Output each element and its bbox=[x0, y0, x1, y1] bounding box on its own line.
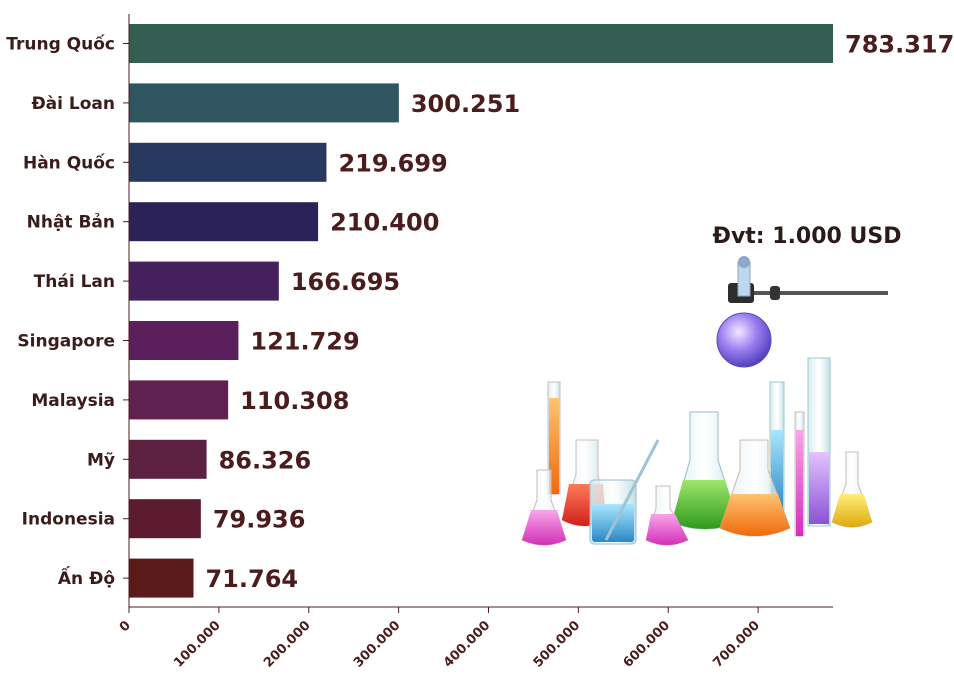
value-label: 71.764 bbox=[205, 565, 298, 593]
bar bbox=[129, 439, 207, 479]
bar bbox=[129, 499, 201, 539]
value-label: 86.326 bbox=[219, 446, 312, 474]
bar bbox=[129, 558, 194, 598]
bar bbox=[129, 261, 279, 301]
category-label: Nhật Bản bbox=[27, 213, 115, 233]
x-tick-label: 200.000 bbox=[261, 618, 313, 670]
category-label: Singapore bbox=[17, 332, 115, 352]
value-label: 166.695 bbox=[291, 268, 400, 296]
category-label: Mỹ bbox=[87, 450, 115, 470]
x-tick-label: 0 bbox=[117, 618, 134, 635]
bar bbox=[129, 380, 229, 420]
unit-label: Đvt: 1.000 USD bbox=[713, 224, 902, 249]
x-tick-label: 700.000 bbox=[710, 618, 762, 670]
category-label: Hàn Quốc bbox=[23, 152, 115, 173]
category-label: Thái Lan bbox=[34, 272, 115, 292]
category-label: Trung Quốc bbox=[6, 34, 115, 55]
value-label: 300.251 bbox=[411, 90, 520, 118]
value-label: 219.699 bbox=[338, 149, 447, 177]
x-tick-label: 400.000 bbox=[441, 618, 493, 670]
bar bbox=[129, 202, 319, 242]
x-tick-label: 300.000 bbox=[351, 618, 403, 670]
value-label: 110.308 bbox=[240, 387, 349, 415]
category-label: Ấn Độ bbox=[58, 565, 115, 589]
bar bbox=[129, 83, 399, 123]
category-label: Malaysia bbox=[31, 391, 115, 411]
value-label: 210.400 bbox=[330, 209, 439, 237]
value-label: 79.936 bbox=[213, 506, 306, 534]
value-label: 783.317 bbox=[845, 31, 954, 59]
x-tick-label: 500.000 bbox=[531, 618, 583, 670]
category-label: Đài Loan bbox=[31, 94, 115, 114]
laboratory-glassware-icon bbox=[521, 256, 888, 546]
bar bbox=[129, 321, 239, 360]
x-tick-label: 100.000 bbox=[171, 618, 223, 670]
bar bbox=[129, 142, 327, 182]
x-tick-label: 600.000 bbox=[621, 618, 673, 670]
category-label: Indonesia bbox=[22, 510, 115, 530]
value-label: 121.729 bbox=[250, 328, 359, 356]
bar bbox=[129, 24, 833, 63]
